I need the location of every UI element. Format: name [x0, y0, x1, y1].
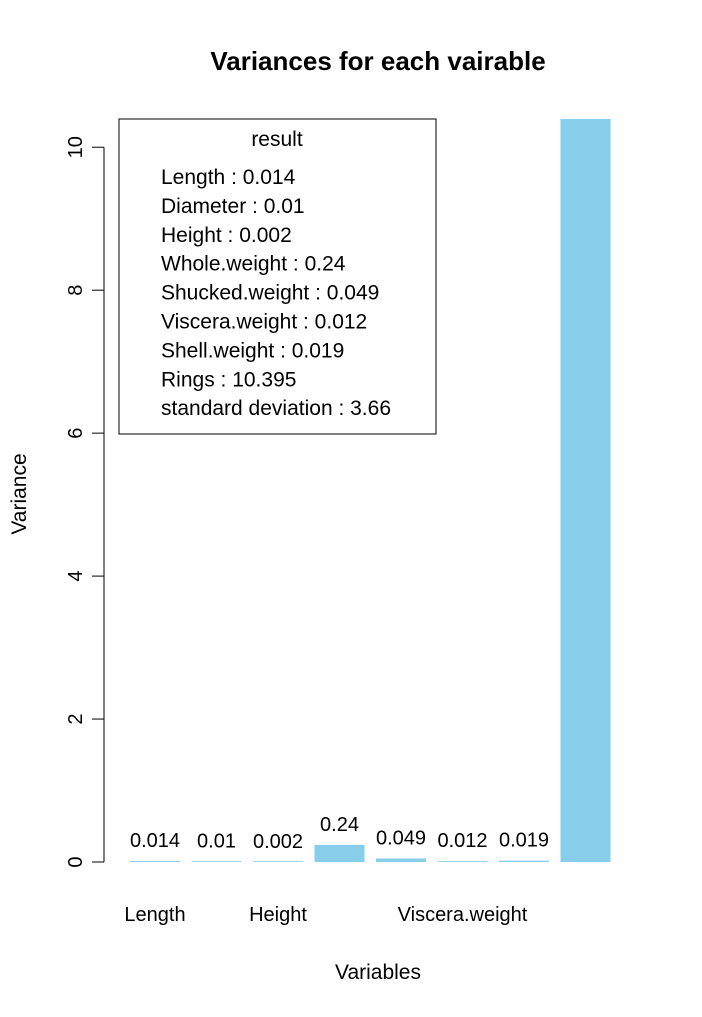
legend-entry: Length : 0.014 — [161, 166, 296, 189]
y-tick-label: 8 — [65, 285, 87, 296]
bar-value-label: 0.049 — [376, 827, 426, 849]
legend-entry: Rings : 10.395 — [161, 368, 296, 391]
bar-viscera-weight — [437, 861, 488, 862]
bar-length — [130, 860, 180, 862]
x-tick-label: Height — [249, 904, 307, 926]
bar-value-labels: 0.014 0.01 0.002 0.24 0.049 0.012 0.019 — [130, 814, 549, 853]
legend-title: result — [251, 128, 303, 151]
y-tick-label: 2 — [65, 713, 87, 724]
bar-value-label: 0.01 — [197, 830, 236, 852]
bar-rings — [560, 119, 611, 862]
bar-value-label: 0.24 — [320, 814, 359, 836]
bar-value-label: 0.019 — [499, 830, 549, 852]
legend-entry: standard deviation : 3.66 — [161, 397, 391, 420]
x-tick-label: Viscera.weight — [398, 904, 528, 926]
y-tick-label: 4 — [65, 571, 87, 582]
y-tick-label: 6 — [65, 428, 87, 439]
y-axis-label: Variance — [8, 453, 31, 534]
legend-box — [118, 118, 437, 435]
x-tick-label: Length — [124, 904, 185, 926]
y-tick-label: 10 — [65, 136, 87, 158]
y-tick-label: 0 — [65, 856, 87, 867]
bar-value-label: 0.002 — [253, 831, 303, 853]
bar-diameter — [191, 861, 242, 862]
x-tick-labels: Length Height Viscera.weight — [124, 904, 527, 926]
legend-entry: Whole.weight : 0.24 — [161, 253, 346, 276]
legend-entry: Viscera.weight : 0.012 — [161, 311, 367, 334]
bar-whole-weight — [314, 844, 365, 862]
bar-shell-weight — [499, 860, 549, 862]
bars — [130, 119, 611, 862]
y-axis: 0 2 4 6 8 10 — [65, 136, 105, 868]
legend-entry: Shucked.weight : 0.049 — [161, 282, 379, 305]
legend-entry: Height : 0.002 — [161, 224, 292, 247]
legend-entries: Length : 0.014 Diameter : 0.01 Height : 0.… — [161, 166, 391, 420]
legend-entry: Diameter : 0.01 — [161, 195, 305, 218]
bar-shucked-weight — [376, 858, 426, 862]
legend: result Length : 0.014 Diameter : 0.01 Heig… — [118, 118, 437, 435]
bar-value-label: 0.012 — [437, 830, 487, 852]
legend-entry: Shell.weight : 0.019 — [161, 339, 344, 362]
bar-height — [253, 861, 303, 862]
chart-title: Variances for each vairable — [210, 46, 545, 76]
x-axis-label: Variables — [335, 961, 421, 984]
bar-value-label: 0.014 — [130, 830, 180, 852]
